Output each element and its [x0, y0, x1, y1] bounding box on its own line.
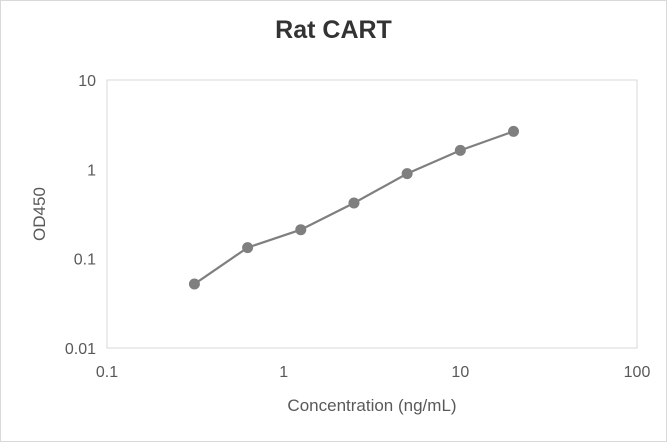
data-point: [242, 242, 254, 254]
x-tick-label: 0.1: [96, 364, 118, 381]
data-point: [295, 224, 307, 236]
data-point: [508, 125, 520, 137]
x-tick-label: 10: [451, 364, 469, 381]
data-point: [348, 197, 360, 209]
x-axis-label: Concentration (ng/mL): [287, 396, 456, 415]
y-tick-label: 1: [87, 162, 96, 179]
x-tick-label: 1: [279, 364, 288, 381]
plot-area: [106, 79, 638, 349]
chart-title: Rat CART: [275, 16, 392, 44]
data-point: [188, 278, 200, 290]
y-tick-label: 0.1: [74, 252, 96, 269]
x-tick-label: 100: [624, 364, 651, 381]
y-tick-label: 10: [78, 73, 96, 90]
y-tick-label: 0.01: [65, 341, 96, 358]
y-axis-label: OD450: [30, 187, 49, 241]
data-point: [454, 144, 466, 156]
data-point: [401, 168, 413, 180]
